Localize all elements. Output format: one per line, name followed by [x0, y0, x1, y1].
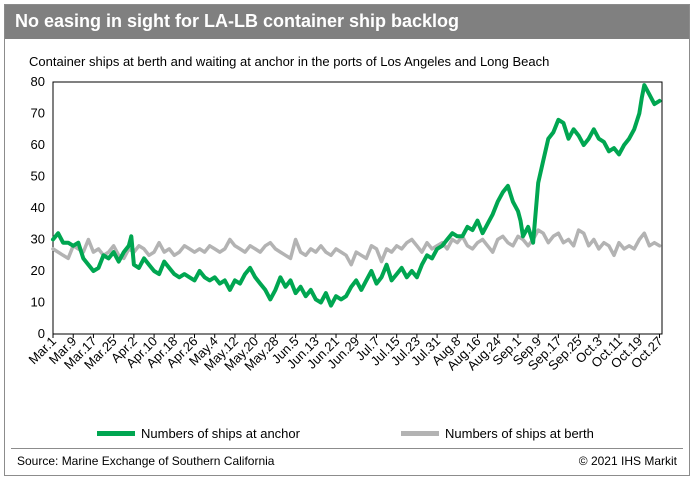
- legend-swatch-berth: [401, 431, 439, 436]
- y-tick-label: 60: [31, 137, 45, 152]
- legend-swatch-anchor: [97, 431, 135, 436]
- y-tick-label: 30: [31, 232, 45, 247]
- y-tick-label: 80: [31, 74, 45, 89]
- series-line-berth: [51, 228, 662, 267]
- chart-subtitle: Container ships at berth and waiting at …: [29, 54, 550, 69]
- source-note: Source: Marine Exchange of Southern Cali…: [17, 454, 275, 468]
- axes: [52, 81, 663, 335]
- series-layer: [51, 83, 662, 308]
- y-tick-label: 70: [31, 106, 45, 121]
- series-line-anchor: [51, 83, 662, 308]
- legend-item-anchor: Numbers of ships at anchor: [97, 426, 300, 441]
- legend-item-berth: Numbers of ships at berth: [401, 426, 594, 441]
- legend-label-berth: Numbers of ships at berth: [445, 426, 594, 441]
- x-axis-ticks: Mar.1Mar.9Mar.17Mar.25Apr.2Apr.10Apr.18A…: [26, 334, 666, 374]
- y-tick-label: 50: [31, 169, 45, 184]
- y-tick-label: 40: [31, 200, 45, 215]
- footer-divider: [11, 448, 683, 449]
- plot-area-border: [52, 81, 663, 335]
- chart-title: No easing in sight for LA-LB container s…: [15, 11, 460, 31]
- title-bar: No easing in sight for LA-LB container s…: [5, 5, 689, 39]
- chart-frame: No easing in sight for LA-LB container s…: [4, 4, 690, 476]
- y-tick-label: 0: [38, 326, 45, 341]
- y-tick-label: 20: [31, 263, 45, 278]
- y-tick-label: 10: [31, 295, 45, 310]
- y-axis-ticks: 0 10 20 30 40 50 60 70 80: [31, 74, 45, 341]
- line-chart: 0 10 20 30 40 50 60 70 80 Mar.1Mar.9Mar.17Mar.25…: [26, 74, 666, 374]
- legend-label-anchor: Numbers of ships at anchor: [141, 426, 300, 441]
- copyright-note: © 2021 IHS Markit: [578, 454, 677, 468]
